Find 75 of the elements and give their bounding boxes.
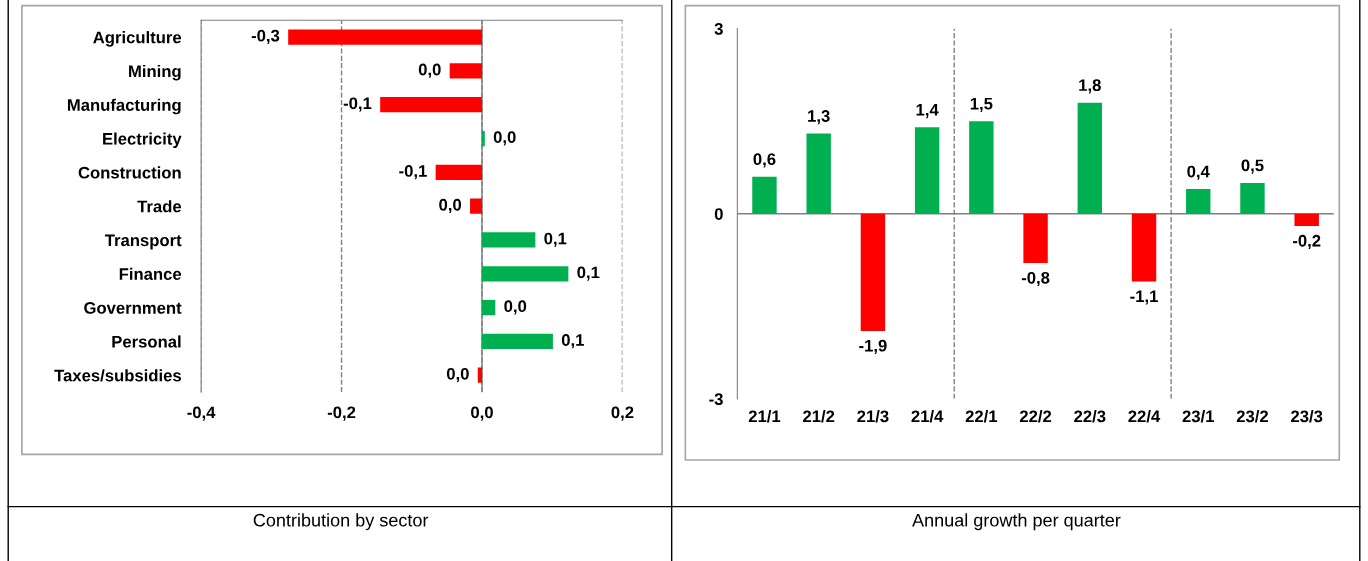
bar	[806, 133, 831, 214]
y-tick-label: Mining	[129, 64, 181, 81]
data-label: 0,0	[446, 367, 469, 383]
data-label: -0,2	[1292, 234, 1321, 250]
data-label: -0,3	[251, 29, 280, 44]
bar	[1186, 189, 1211, 214]
x-tick-label: 22/1	[965, 409, 998, 423]
x-tick-label: -0,2	[327, 406, 356, 421]
x-tick-label: 22/2	[1019, 409, 1052, 423]
data-label: 1,3	[808, 110, 830, 125]
bar	[481, 300, 496, 316]
data-label: 0,1	[544, 232, 567, 247]
x-tick-label: 22/4	[1128, 409, 1161, 423]
x-tick-label: 23/3	[1291, 409, 1323, 423]
y-tick-label: Government	[84, 302, 182, 314]
y-tick-label: Personal	[112, 335, 181, 348]
x-tick-label: 23/1	[1182, 409, 1214, 423]
bar	[1077, 102, 1102, 214]
bar	[470, 198, 482, 214]
y-tick-label: 3	[714, 23, 723, 35]
x-tick-label: 21/1	[748, 409, 781, 423]
y-tick-label: Trade	[137, 200, 182, 213]
bar	[1240, 182, 1265, 214]
y-tick-label: -3	[709, 393, 723, 406]
data-label: 0,0	[493, 131, 516, 146]
data-label: -0,1	[399, 165, 427, 180]
bar	[288, 29, 482, 45]
y-tick-label: Construction	[78, 166, 181, 179]
bar	[477, 367, 482, 383]
x-tick-label: 0,0	[471, 406, 493, 421]
bar	[380, 97, 482, 113]
data-label: 1,8	[1079, 79, 1101, 94]
x-tick-label: 21/2	[803, 409, 835, 423]
data-label: 0,0	[504, 300, 527, 315]
data-label: 1,5	[970, 97, 993, 112]
bar	[1294, 213, 1319, 227]
bar	[481, 266, 569, 282]
data-label: 0,6	[753, 153, 776, 168]
bar	[752, 176, 777, 214]
x-tick-label: -0,4	[187, 406, 216, 421]
data-label: 0,1	[577, 266, 600, 281]
x-tick-label: 22/3	[1074, 409, 1106, 423]
x-tick-label: 23/2	[1236, 409, 1269, 423]
y-tick-label: Transport	[104, 234, 182, 250]
data-label: 1,4	[916, 104, 939, 119]
bar	[435, 164, 482, 180]
y-tick-label: Electricity	[103, 132, 182, 149]
data-label: 0,5	[1241, 159, 1264, 174]
y-tick-label: Taxes/subsidies	[54, 369, 181, 382]
y-tick-label: 0	[714, 208, 723, 220]
bar	[914, 127, 940, 214]
bar	[481, 232, 536, 248]
data-label: -0,8	[1021, 271, 1050, 287]
data-label: 0,1	[561, 334, 584, 349]
bar	[481, 333, 553, 350]
text: Annual growth per quarter	[912, 513, 1121, 531]
bar	[1131, 213, 1157, 282]
y-tick-label: Finance	[119, 267, 182, 280]
bar	[969, 121, 994, 214]
data-label: -1,1	[1130, 290, 1158, 305]
text: Contribution by sector	[253, 513, 429, 531]
bar	[860, 213, 886, 331]
x-tick-label: 21/3	[857, 409, 889, 423]
data-label: -0,1	[343, 97, 372, 112]
y-tick-label: Agriculture	[93, 31, 182, 47]
data-label: 0,0	[418, 63, 441, 78]
bar	[1023, 213, 1048, 264]
y-tick-label: Manufacturing	[67, 98, 181, 115]
data-label: -1,9	[859, 339, 887, 354]
bar	[449, 63, 482, 79]
data-label: 0,0	[439, 198, 462, 214]
bar	[481, 130, 485, 147]
x-tick-label: 21/4	[911, 409, 944, 423]
data-label: 0,4	[1187, 165, 1210, 180]
x-tick-label: 0,2	[611, 406, 634, 421]
